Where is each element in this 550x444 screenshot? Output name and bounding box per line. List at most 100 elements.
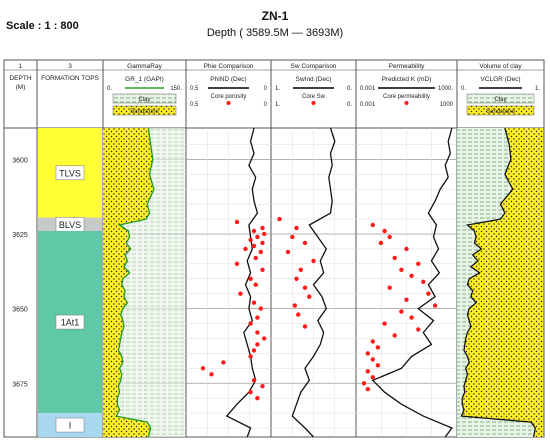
legend-sand-swatch: [466, 105, 535, 116]
legend-clay-label: Clay: [138, 97, 150, 103]
core-sw-point: [302, 240, 308, 246]
core-porosity-point: [253, 255, 258, 261]
track-header-label: DEPTH: [9, 75, 31, 82]
curve-range-right: 1000.: [438, 86, 453, 92]
depth-tick-label: 3600: [12, 157, 28, 164]
core-permeability-point: [370, 375, 375, 380]
curve-range-right: 150.: [170, 86, 182, 92]
points-range-right: 0.: [347, 102, 352, 108]
track-header-title: 1: [19, 63, 23, 70]
phind-curve: [225, 127, 259, 438]
vcl-clay-fill: [457, 128, 536, 437]
core-porosity-point: [260, 225, 265, 231]
plot-frame: [3, 59, 545, 438]
depth-tick-label: 3650: [12, 307, 28, 314]
curve-header-name: VCLGR (Dec): [480, 76, 520, 83]
core-permeability-point: [370, 339, 375, 344]
core-permeability-point: [426, 291, 431, 296]
core-sw-point: [294, 276, 299, 281]
core-porosity-point: [251, 348, 257, 353]
core-porosity-point: [255, 234, 260, 240]
core-permeability-point: [387, 285, 392, 290]
legend-sand-swatch: [112, 105, 177, 116]
core-porosity-point: [200, 366, 206, 371]
core-permeability-point: [399, 267, 404, 272]
core-permeability-point: [399, 309, 404, 314]
core-porosity-point: [234, 219, 240, 225]
core-porosity-point: [260, 384, 265, 389]
points-header-marker: [226, 101, 231, 105]
track-header-title: Sw Comparison: [291, 63, 337, 70]
core-porosity-point: [251, 228, 257, 234]
core-porosity-point: [234, 261, 240, 266]
curve-range-left: 0.001: [360, 86, 376, 92]
formation-label-box: [55, 314, 85, 330]
core-sw-point: [292, 303, 297, 308]
legend-sand-label: Sandstone: [486, 109, 515, 115]
track-header-title: GammaRay: [127, 63, 162, 70]
depth-tick-label: 3625: [12, 232, 28, 239]
core-permeability-point: [404, 297, 409, 302]
points-range-right: 0: [264, 102, 268, 108]
curve-range-left: 0.: [107, 86, 112, 92]
core-permeability-point: [382, 321, 387, 326]
core-porosity-point: [255, 342, 260, 347]
core-permeability-point: [365, 369, 370, 374]
formation-label-box: [55, 417, 85, 433]
core-sw-point: [290, 234, 295, 240]
core-porosity-point: [258, 306, 263, 311]
vcl-curve: [460, 127, 536, 438]
core-porosity-point: [251, 378, 257, 383]
track-header-label: (M): [16, 84, 26, 91]
predicted-k-curve: [371, 127, 453, 438]
core-porosity-point: [248, 390, 253, 395]
curve-header-name: Predicted K (mD): [382, 76, 432, 83]
curve-header-name: PhiND (Dec): [210, 76, 246, 83]
curve-range-left: 0.: [461, 86, 466, 92]
core-permeability-point: [409, 315, 414, 320]
track-header-label: FORMATION TOPS: [41, 75, 99, 82]
core-porosity-point: [255, 330, 260, 335]
core-porosity-point: [209, 372, 214, 377]
core-permeability-point: [370, 222, 375, 228]
curve-header-name: GR_1 (GAPI): [125, 76, 164, 83]
points-range-left: 0.5: [190, 102, 199, 108]
legend-sand-label: Sandstone: [130, 109, 159, 115]
points-range-left: 0.001: [360, 102, 376, 108]
core-porosity-point: [253, 282, 258, 287]
core-permeability-point: [392, 255, 397, 261]
curve-range-left: 0.5: [190, 86, 199, 92]
core-porosity-point: [262, 336, 267, 341]
core-permeability-point: [416, 327, 421, 332]
core-porosity-point: [260, 240, 265, 246]
legend-clay-swatch: [466, 93, 535, 104]
core-porosity-point: [248, 237, 253, 243]
points-header-marker: [311, 101, 316, 105]
core-permeability-point: [387, 234, 392, 240]
core-porosity-point: [248, 276, 253, 281]
core-permeability-point: [375, 363, 381, 368]
core-porosity-point: [255, 315, 260, 320]
depth-range: Depth ( 3589.5M — 3693M): [206, 27, 344, 39]
core-permeability-point: [365, 351, 370, 356]
curve-range-right: 0: [264, 86, 268, 92]
gr-curve: [115, 127, 155, 438]
core-permeability-point: [365, 387, 370, 392]
points-header-name: Core Sw: [302, 94, 326, 100]
points-header-marker: [404, 101, 409, 105]
formation-label: I: [69, 421, 72, 431]
core-permeability-point: [370, 357, 375, 362]
curve-range-left: 1.: [275, 86, 280, 92]
core-porosity-point: [243, 246, 248, 252]
core-sw-point: [285, 249, 291, 255]
core-permeability-point: [409, 273, 414, 278]
points-header-name: Core porosity: [211, 94, 247, 100]
curve-range-right: 1.: [535, 86, 540, 92]
core-permeability-point: [416, 261, 421, 266]
core-porosity-point: [248, 321, 253, 326]
core-porosity-point: [258, 249, 263, 255]
swind-curve: [291, 127, 336, 438]
core-porosity-point: [238, 291, 243, 296]
